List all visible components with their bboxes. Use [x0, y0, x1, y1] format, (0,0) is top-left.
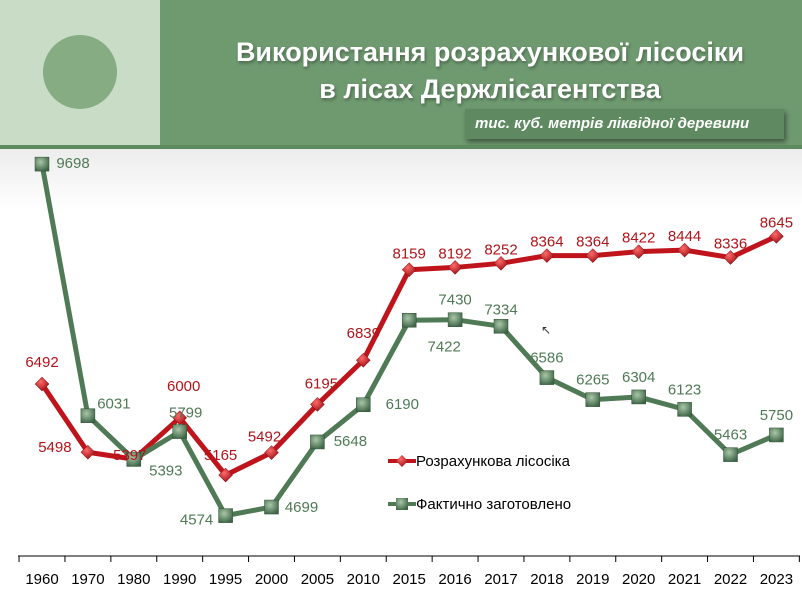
x-tick-label: 2000 [255, 571, 288, 588]
data-point-diamond [539, 248, 555, 263]
data-point-square [401, 313, 417, 328]
data-label: 9698 [56, 155, 89, 172]
data-point-diamond [447, 260, 463, 275]
data-label: 8364 [576, 234, 609, 251]
data-point-square [493, 319, 509, 334]
header-divider [0, 145, 802, 149]
data-label: 6195 [305, 375, 338, 392]
data-point-square [585, 392, 601, 407]
data-point-square [172, 424, 187, 439]
data-label: 6839 [347, 325, 380, 342]
data-label: 5799 [169, 405, 202, 422]
unit-label: тис. куб. метрів ліквідної деревини [465, 109, 784, 139]
data-point-diamond [585, 248, 601, 263]
x-tick-label: 2021 [668, 571, 701, 588]
data-point-square [218, 508, 233, 523]
data-label: 6031 [97, 396, 130, 413]
mouse-cursor-icon: ↖ [541, 323, 552, 337]
data-label: 5750 [760, 407, 793, 424]
x-tick-label: 2022 [714, 571, 747, 588]
data-point-diamond [80, 444, 96, 460]
data-label: 8645 [760, 214, 793, 231]
data-point-square [310, 434, 325, 450]
data-label: 4574 [180, 512, 213, 529]
data-label: 8252 [484, 241, 517, 258]
x-tick-label: 1995 [209, 571, 242, 588]
data-label: 5393 [149, 462, 182, 479]
x-tick-label: 2010 [347, 571, 380, 588]
data-label: 7430 [438, 292, 471, 309]
data-label: 5648 [334, 433, 367, 450]
x-tick-label: 1990 [163, 571, 196, 588]
data-point-diamond [493, 255, 509, 271]
title-line-1: Використання розрахункової лісосіки [235, 37, 745, 67]
plot-background [0, 149, 802, 600]
title-line-2: в лісах Держлісагентства [319, 74, 661, 104]
data-point-diamond [769, 228, 784, 244]
data-point-square [34, 156, 50, 172]
data-label: 6265 [576, 372, 609, 389]
data-point-diamond [723, 250, 738, 265]
data-point-diamond [310, 397, 325, 412]
data-label: 5492 [248, 429, 281, 446]
data-point-square [723, 447, 738, 462]
data-label: 5397 [113, 447, 146, 464]
data-label: 6492 [25, 354, 58, 371]
x-tick-label: 1960 [25, 571, 58, 588]
data-point-diamond [631, 244, 647, 260]
legend-label: Фактично заготовлено [416, 496, 571, 513]
data-label: 8192 [438, 245, 471, 262]
data-point-diamond [264, 445, 279, 461]
data-label: 6586 [530, 350, 563, 367]
x-tick-label: 2005 [301, 571, 334, 588]
page-title: Використання розрахункової лісосіки в лі… [170, 34, 802, 108]
data-label: 5498 [38, 439, 71, 456]
legend-marker-square [396, 498, 408, 510]
data-label: 6190 [386, 396, 419, 413]
data-point-square [539, 370, 555, 385]
x-tick-label: 2023 [760, 571, 793, 588]
data-point-diamond [355, 352, 371, 368]
legend-label: Розрахункова лісосіка [416, 453, 571, 470]
x-tick-label: 1970 [71, 571, 104, 588]
data-label: 5165 [204, 447, 237, 464]
data-point-diamond [401, 262, 417, 278]
data-label: 5463 [714, 427, 747, 444]
data-point-square [80, 408, 96, 423]
data-label: 8364 [530, 234, 563, 251]
x-tick-label: 2020 [622, 571, 655, 588]
data-label: 8444 [668, 228, 701, 245]
data-point-square [356, 397, 371, 413]
data-label: 4699 [285, 499, 318, 516]
x-tick-label: 1980 [117, 571, 150, 588]
data-point-square [264, 499, 279, 515]
data-point-diamond [677, 242, 692, 258]
data-point-square [631, 389, 646, 405]
data-point-diamond [218, 467, 233, 483]
data-point-diamond [34, 376, 50, 392]
data-label: 6304 [622, 369, 655, 386]
logo-circle [43, 35, 117, 109]
data-label: 8159 [393, 246, 426, 263]
data-label: 7334 [484, 301, 517, 318]
data-label: 7422 [428, 338, 461, 355]
x-tick-label: 2019 [576, 571, 609, 588]
data-point-square [769, 427, 784, 443]
data-label: 6000 [167, 378, 200, 395]
x-tick-label: 2015 [393, 571, 426, 588]
x-tick-label: 2018 [530, 571, 563, 588]
data-point-square [677, 402, 692, 417]
data-label: 8336 [714, 236, 747, 253]
data-label: 8422 [622, 230, 655, 247]
data-point-square [126, 452, 142, 467]
data-label: 6123 [668, 381, 701, 398]
x-tick-label: 2017 [484, 571, 517, 588]
data-point-square [447, 312, 463, 327]
legend-marker-diamond [396, 455, 408, 467]
x-tick-label: 2016 [438, 571, 471, 588]
